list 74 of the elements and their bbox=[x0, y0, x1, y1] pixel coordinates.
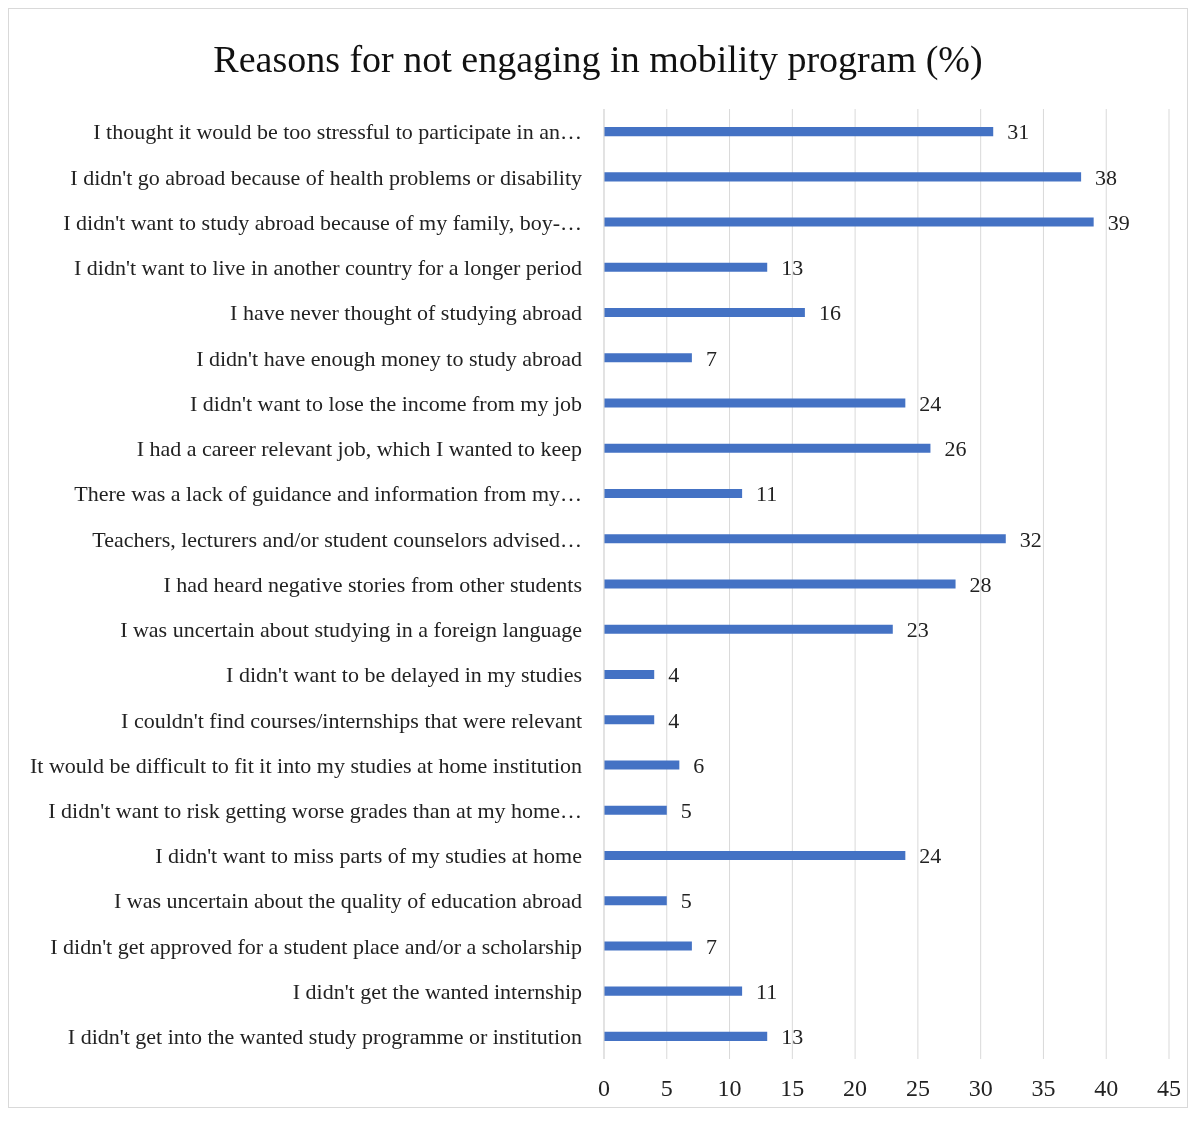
data-label: 6 bbox=[693, 752, 705, 778]
x-tick-label: 25 bbox=[905, 1075, 930, 1102]
bar bbox=[604, 624, 893, 634]
y-tick-label: I didn't want to lose the income from my job bbox=[190, 390, 582, 416]
bar bbox=[604, 308, 805, 318]
bar bbox=[604, 127, 994, 137]
y-tick-label: There was a lack of guidance and information from my… bbox=[74, 481, 582, 507]
bar bbox=[604, 986, 743, 996]
y-tick-label: I didn't want to be delayed in my studies bbox=[226, 662, 582, 688]
y-tick-label: I didn't get into the wanted study programme or institution bbox=[67, 1024, 582, 1050]
data-label: 38 bbox=[1095, 164, 1118, 190]
x-tick-label: 10 bbox=[717, 1075, 742, 1102]
data-label: 28 bbox=[969, 571, 992, 597]
data-label: 13 bbox=[781, 1024, 804, 1050]
bar bbox=[604, 534, 1006, 544]
y-tick-label: I had heard negative stories from other students bbox=[163, 571, 582, 597]
bar bbox=[604, 941, 692, 951]
data-label: 7 bbox=[705, 933, 717, 959]
data-label: 26 bbox=[944, 436, 967, 462]
y-tick-label: I have never thought of studying abroad bbox=[230, 300, 582, 326]
data-label: 23 bbox=[906, 617, 929, 643]
y-tick-label: I didn't want to miss parts of my studies at home bbox=[155, 843, 582, 869]
y-tick-label: I didn't want to study abroad because of my family, boy-… bbox=[63, 209, 582, 235]
y-tick-label: I had a career relevant job, which I wanted to keep bbox=[136, 436, 582, 462]
bar bbox=[604, 262, 768, 272]
bar bbox=[604, 443, 931, 453]
y-tick-label: It would be difficult to fit it into my studies at home institution bbox=[30, 752, 582, 778]
x-tick-label: 15 bbox=[780, 1075, 805, 1102]
y-tick-label: I was uncertain about studying in a foreign language bbox=[120, 617, 582, 643]
y-tick-label: I didn't want to live in another country for a longer period bbox=[74, 255, 582, 281]
x-tick-label: 40 bbox=[1094, 1075, 1119, 1102]
bar bbox=[604, 805, 667, 815]
bar bbox=[604, 217, 1094, 227]
data-label: 11 bbox=[756, 481, 778, 507]
data-label: 24 bbox=[919, 390, 942, 416]
data-label: 32 bbox=[1019, 526, 1042, 552]
data-label: 7 bbox=[705, 345, 717, 371]
y-tick-label: I didn't want to risk getting worse grades than at my home… bbox=[48, 798, 582, 823]
data-label: 13 bbox=[781, 255, 804, 281]
x-tick-label: 5 bbox=[660, 1075, 673, 1102]
y-tick-label: I didn't go abroad because of health problems or disability bbox=[70, 164, 582, 190]
bar bbox=[604, 172, 1082, 182]
data-label: 16 bbox=[818, 300, 841, 326]
x-tick-label: 0 bbox=[598, 1075, 610, 1102]
data-label: 24 bbox=[919, 843, 942, 869]
bar bbox=[604, 398, 906, 408]
bar bbox=[604, 760, 680, 770]
x-tick-label: 35 bbox=[1031, 1075, 1056, 1102]
y-tick-label: I was uncertain about the quality of education abroad bbox=[114, 888, 582, 914]
x-tick-label: 20 bbox=[843, 1075, 868, 1102]
x-tick-label: 45 bbox=[1157, 1075, 1181, 1102]
y-tick-label: I didn't get the wanted internship bbox=[292, 978, 582, 1004]
bar bbox=[604, 896, 667, 906]
chart-title: Reasons for not engaging in mobility program (%) bbox=[212, 37, 984, 82]
data-label: 5 bbox=[680, 798, 692, 823]
y-tick-label: I didn't get approved for a student place and/or a scholarship bbox=[50, 933, 582, 959]
bar bbox=[604, 715, 655, 725]
y-tick-label: I didn't have enough money to study abroad bbox=[196, 345, 582, 371]
y-tick-label: Teachers, lecturers and/or student counselors advised… bbox=[92, 526, 582, 552]
data-label: 4 bbox=[668, 662, 680, 688]
bar bbox=[604, 669, 655, 679]
bar bbox=[604, 850, 906, 860]
y-tick-label: I thought it would be too stressful to participate in an… bbox=[93, 119, 582, 145]
data-label: 31 bbox=[1007, 119, 1030, 145]
bar bbox=[604, 489, 743, 499]
bar bbox=[604, 579, 956, 589]
data-label: 39 bbox=[1107, 209, 1130, 235]
data-label: 5 bbox=[680, 888, 692, 914]
data-label: 4 bbox=[668, 707, 680, 733]
bar bbox=[604, 353, 692, 363]
x-tick-label: 30 bbox=[968, 1075, 993, 1102]
bar bbox=[604, 1031, 768, 1041]
y-tick-label: I couldn't find courses/internships that were relevant bbox=[121, 707, 582, 733]
data-label: 11 bbox=[756, 978, 778, 1004]
